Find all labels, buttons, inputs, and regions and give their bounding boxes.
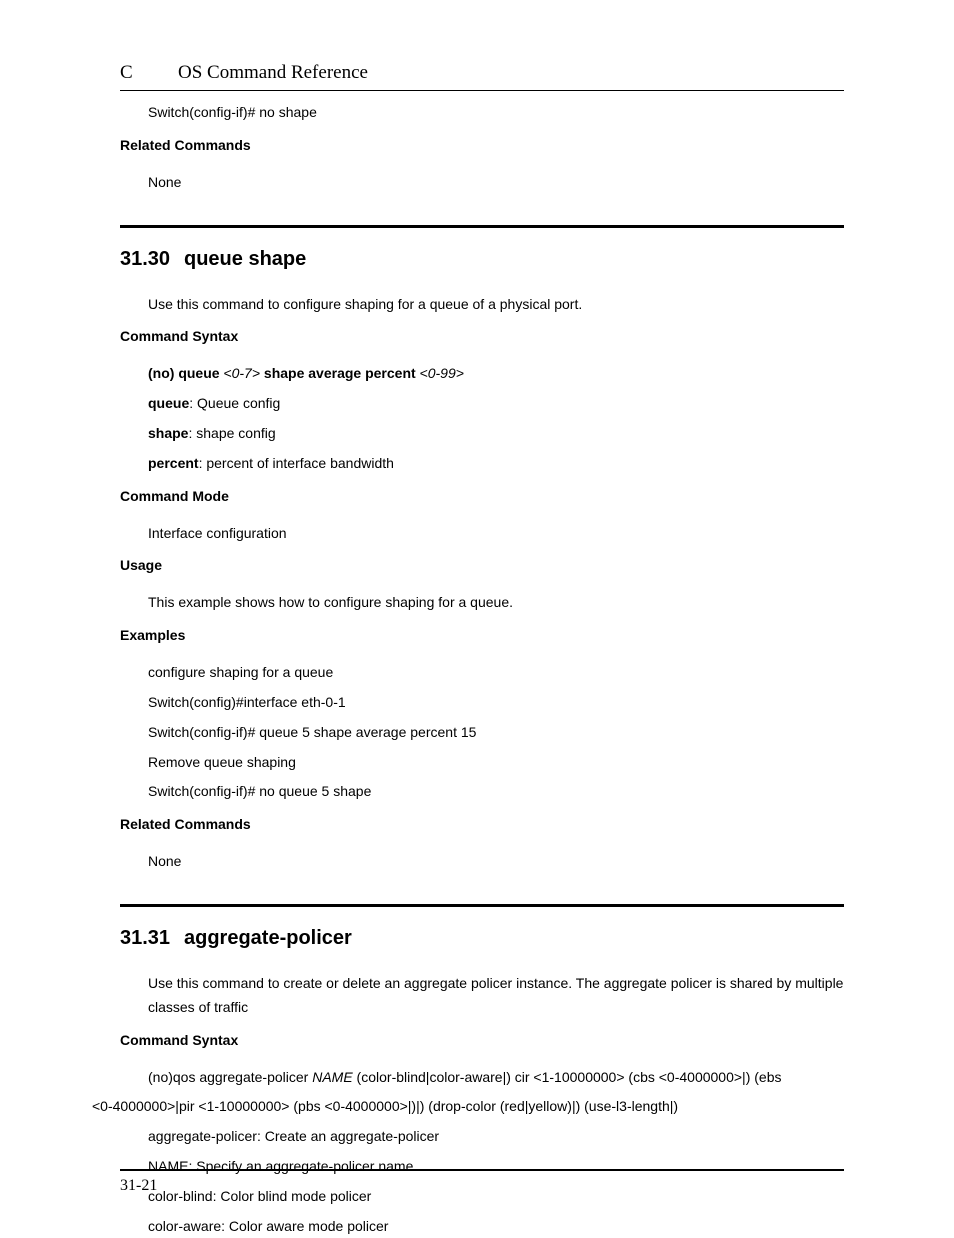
section-number: 31.30 [120,248,184,271]
syntax-italic: NAME [312,1069,352,1085]
param-line: shape: shape config [148,422,844,446]
syntax-line: (no)qos aggregate-policer NAME (color-bl… [148,1066,844,1090]
syntax-text: (color-blind|color-aware|) cir <1-100000… [353,1069,782,1085]
header-title: OS Command Reference [178,62,844,84]
page-number: 31-21 [120,1177,844,1195]
syntax-line: (no) queue <0-7> shape average percent <… [148,362,844,386]
page-footer: 31-21 [120,1169,844,1195]
command-mode-body: Interface configuration [148,522,844,546]
param-key: queue [148,395,189,411]
section-intro: Use this command to create or delete an … [148,972,844,1020]
syntax-line-cont: <0-4000000>|pir <1-10000000> (pbs <0-400… [92,1095,844,1119]
section-divider [120,904,844,907]
related-commands-body: None [148,171,844,195]
section-number: 31.31 [120,927,184,950]
code-line: Switch(config-if)# no shape [148,101,844,125]
section-heading: 31.31 aggregate-policer [120,927,844,950]
param-val: : shape config [188,425,275,441]
usage-body: This example shows how to configure shap… [148,591,844,615]
param-line: percent: percent of interface bandwidth [148,452,844,476]
syntax-text: (no)qos aggregate-policer [148,1069,312,1085]
param-line: aggregate-policer: Create an aggregate-p… [148,1125,844,1149]
command-mode-heading: Command Mode [120,488,844,504]
example-line: Switch(config-if)# no queue 5 shape [148,780,844,804]
param-key: percent [148,455,199,471]
param-key: shape [148,425,188,441]
example-line: Switch(config)#interface eth-0-1 [148,691,844,715]
section-title: queue shape [184,248,306,271]
example-line: configure shaping for a queue [148,661,844,685]
syntax-bold: (no) queue [148,365,220,381]
param-val: : percent of interface bandwidth [199,455,394,471]
examples-heading: Examples [120,627,844,643]
related-commands-heading: Related Commands [120,137,844,153]
command-syntax-heading: Command Syntax [120,1032,844,1048]
section-intro: Use this command to configure shaping fo… [148,293,844,317]
usage-heading: Usage [120,557,844,573]
section-heading: 31.30 queue shape [120,248,844,271]
syntax-italic: <0-7> [220,365,264,381]
page-header: C OS Command Reference [120,62,844,91]
section-divider [120,225,844,228]
param-line: color-aware: Color aware mode policer [148,1215,844,1238]
command-syntax-heading: Command Syntax [120,328,844,344]
related-commands-body: None [148,850,844,874]
related-commands-heading: Related Commands [120,816,844,832]
param-val: : Queue config [189,395,280,411]
section-title: aggregate-policer [184,927,352,950]
example-line: Switch(config-if)# queue 5 shape average… [148,721,844,745]
syntax-italic: <0-99> [416,365,464,381]
syntax-bold: shape average percent [264,365,416,381]
header-section-letter: C [120,62,178,84]
page: C OS Command Reference Switch(config-if)… [0,0,954,1235]
example-line: Remove queue shaping [148,751,844,775]
param-line: queue: Queue config [148,392,844,416]
footer-divider [120,1169,844,1171]
